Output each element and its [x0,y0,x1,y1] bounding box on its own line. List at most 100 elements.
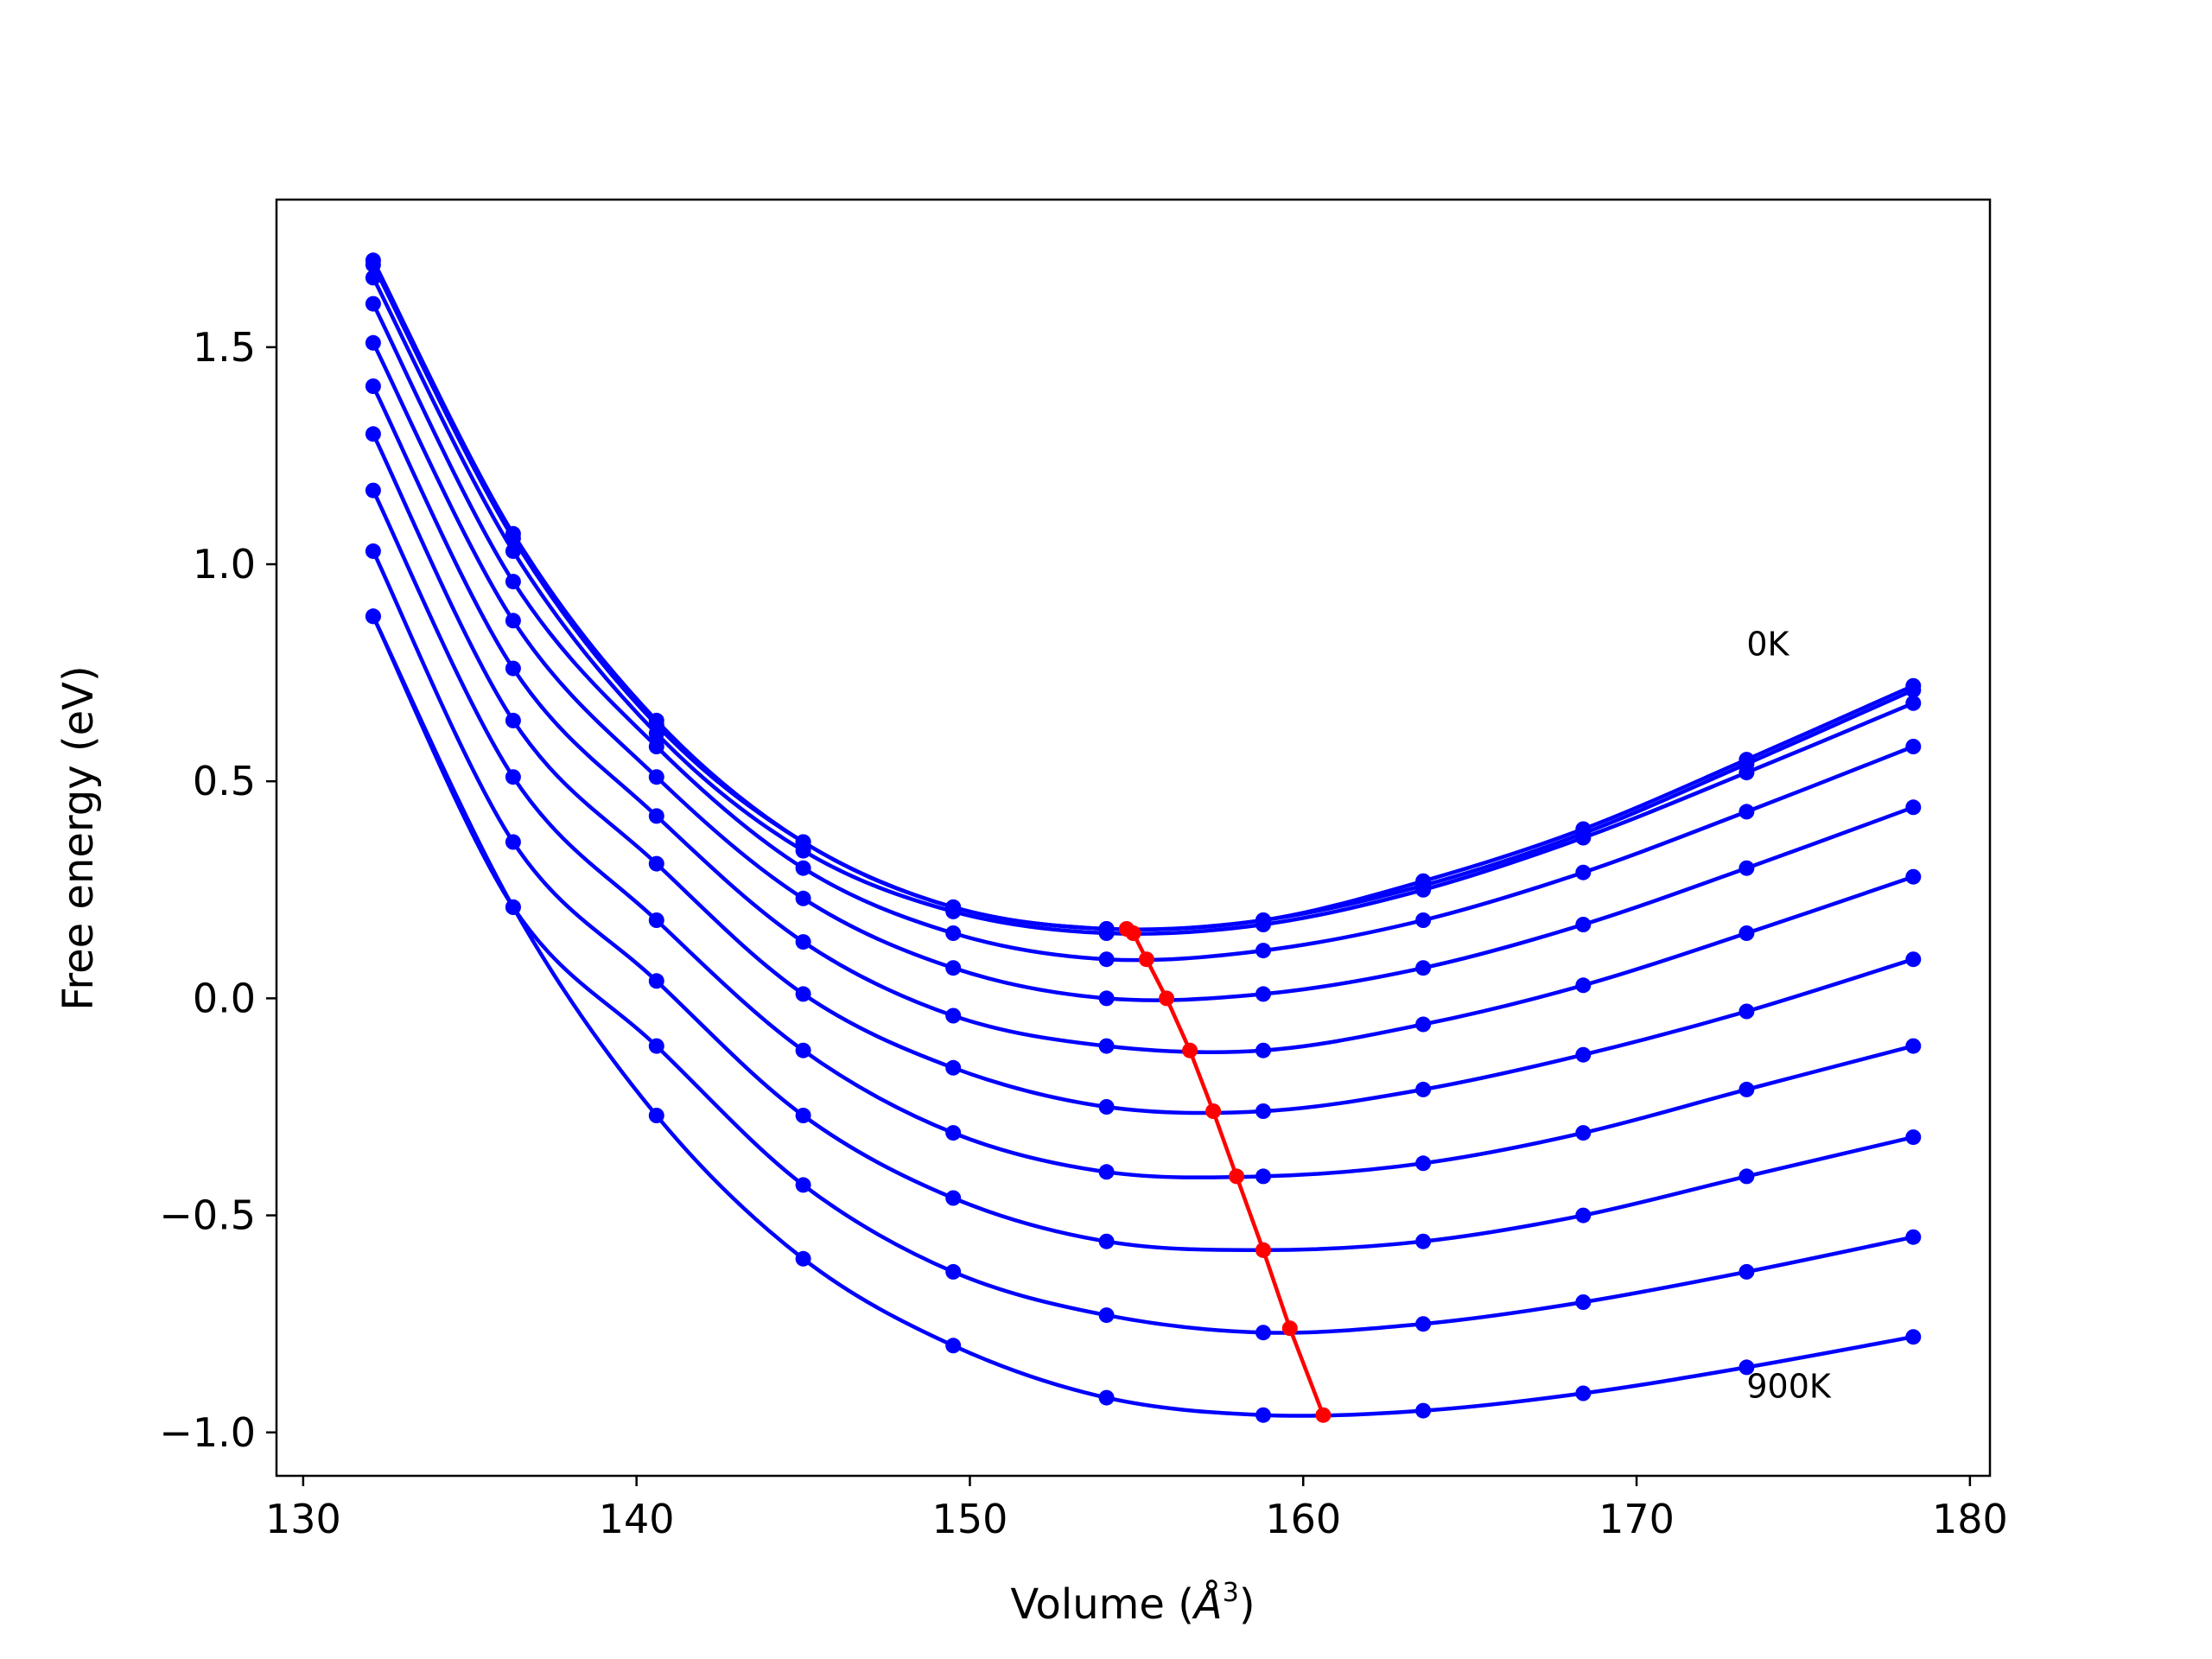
data-point [945,960,962,976]
series-line [371,615,1914,1418]
data-point [1415,881,1432,898]
x-axis-title: Volume (Å3) [1010,1578,1255,1629]
data-point [1738,1003,1755,1020]
data-point [795,1042,811,1058]
data-point [945,1190,962,1206]
data-point [1255,1325,1271,1341]
y-tick-label: −1.0 [159,1409,256,1456]
data-point [1905,1129,1922,1146]
annotation-label: 900K [1746,1368,1832,1406]
series-line [371,302,1915,963]
minimum-point [1125,925,1141,941]
y-tick-label: −0.5 [159,1192,256,1239]
x-tick-label: 130 [265,1496,341,1542]
data-point [945,925,962,941]
data-point [1415,1316,1432,1332]
data-point [648,808,664,824]
data-point [1098,1233,1115,1249]
minimum-point [1315,1407,1332,1423]
annotation-label: 0K [1746,626,1789,664]
series-7 [365,482,1922,1185]
data-point [648,912,664,928]
data-point [1415,1016,1432,1033]
data-point [365,257,381,273]
data-point [1415,1155,1432,1172]
data-point [648,973,664,989]
data-point [1905,739,1922,754]
data-point [505,660,521,677]
series-line [371,385,1915,1054]
minimum-point [1281,1320,1298,1337]
data-point [1098,951,1115,968]
series-line [371,489,1914,1179]
series-8 [365,543,1922,1258]
data-point [945,1263,962,1280]
data-point [945,1007,962,1024]
data-point [1905,868,1922,885]
minimum-point [1255,1242,1271,1258]
series-4 [365,334,1922,1007]
data-point [505,769,521,785]
data-point [795,890,811,906]
data-point [1415,1081,1432,1097]
series-5 [365,378,1922,1058]
minimum-point [1229,1168,1245,1185]
minimum-point [1182,1042,1198,1058]
data-point [1738,860,1755,876]
data-point [505,613,521,629]
data-point [1098,1307,1115,1324]
data-point [795,986,811,1002]
minimum-line [1125,927,1325,1416]
data-point [365,482,381,499]
plot-frame [275,198,1992,1478]
series-10 [365,608,1922,1423]
annotations: 0K 900K [1746,626,1832,1406]
data-point [1255,986,1271,1002]
data-point [1575,864,1592,880]
y-tick-label: 0.0 [193,975,256,1021]
data-point [1098,925,1115,941]
data-point [1905,799,1922,816]
data-point [1415,1233,1432,1249]
data-point [365,426,381,442]
x-tick-label: 140 [599,1496,675,1542]
data-point [1738,804,1755,820]
data-point [945,1059,962,1076]
data-point [945,903,962,919]
data-point [1905,682,1922,698]
data-point [1575,1207,1592,1224]
data-point [1575,1046,1592,1063]
series-line [371,550,1914,1253]
data-point [1738,1081,1755,1097]
data-point [365,543,381,559]
data-point [365,334,381,351]
y-tick-label: 0.5 [193,758,256,804]
data-point [648,725,664,741]
y-tick-label: 1.0 [193,541,256,588]
data-point [1255,1042,1271,1058]
data-point [795,1177,811,1193]
data-point [1738,1359,1755,1376]
data-point [1575,977,1592,994]
minimum-point [1138,951,1154,968]
data-point [648,1038,664,1054]
data-point [648,769,664,785]
x-tick-label: 180 [1932,1496,2008,1542]
data-point [648,739,664,754]
data-point [1415,912,1432,928]
data-point [365,296,381,312]
series-line [371,341,1915,1002]
data-point [1255,1168,1271,1185]
data-point [1255,917,1271,932]
data-point [795,860,811,876]
data-point [795,934,811,950]
data-point [1738,1168,1755,1185]
data-point [1738,765,1755,781]
series-3 [365,296,1922,968]
x-tick-label: 150 [932,1496,1008,1542]
data-point [1575,1294,1592,1310]
x-tick-label: 160 [1265,1496,1341,1542]
data-point [505,834,521,850]
y-axis-title: Free energy (eV) [54,665,103,1010]
